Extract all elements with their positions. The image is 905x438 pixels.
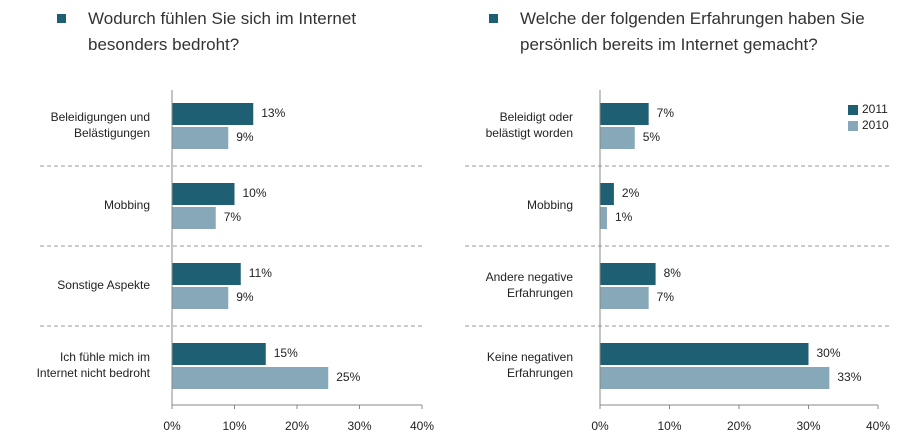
bar bbox=[600, 183, 614, 205]
bar bbox=[172, 103, 254, 125]
bar bbox=[600, 103, 649, 125]
x-tick-label: 10% bbox=[657, 419, 681, 433]
category-label: Mobbing bbox=[104, 198, 150, 212]
value-label: 2% bbox=[622, 186, 640, 200]
chart-title: Wodurch fühlen Sie sich im Internet beso… bbox=[88, 9, 357, 54]
bar bbox=[172, 287, 229, 309]
x-tick-label: 0% bbox=[591, 419, 609, 433]
legend-swatch bbox=[848, 105, 858, 115]
value-label: 10% bbox=[243, 186, 267, 200]
category-label: Mobbing bbox=[527, 198, 573, 212]
bar bbox=[172, 263, 241, 285]
bar bbox=[172, 183, 235, 205]
legend-label: 2010 bbox=[862, 118, 889, 132]
value-label: 13% bbox=[261, 106, 285, 120]
bar bbox=[172, 343, 266, 365]
bar bbox=[600, 367, 830, 389]
x-tick-label: 40% bbox=[866, 419, 890, 433]
category-label: Erfahrungen bbox=[507, 286, 573, 300]
x-tick-label: 20% bbox=[727, 419, 751, 433]
category-label: Internet nicht bedroht bbox=[37, 366, 151, 380]
bar bbox=[600, 127, 635, 149]
x-tick-label: 40% bbox=[410, 419, 434, 433]
bar bbox=[600, 287, 649, 309]
legend-label: 2011 bbox=[862, 102, 888, 116]
bar bbox=[172, 367, 329, 389]
category-label: Keine negativen bbox=[487, 350, 573, 364]
bar bbox=[600, 207, 607, 229]
value-label: 30% bbox=[817, 346, 841, 360]
value-label: 8% bbox=[664, 266, 682, 280]
category-label: belästigt worden bbox=[486, 126, 573, 140]
category-label: Belästigungen bbox=[74, 126, 150, 140]
legend-swatch bbox=[848, 121, 858, 131]
value-label: 9% bbox=[236, 290, 254, 304]
category-label: Andere negative bbox=[486, 270, 574, 284]
category-label: Ich fühle mich im bbox=[60, 350, 150, 364]
value-label: 7% bbox=[224, 210, 242, 224]
x-tick-label: 30% bbox=[347, 419, 371, 433]
title-bullet bbox=[57, 14, 66, 23]
value-label: 7% bbox=[657, 290, 675, 304]
value-label: 33% bbox=[837, 370, 861, 384]
category-label: Sonstige Aspekte bbox=[57, 278, 150, 292]
value-label: 11% bbox=[249, 266, 272, 280]
value-label: 9% bbox=[236, 130, 254, 144]
bar bbox=[172, 127, 229, 149]
x-tick-label: 0% bbox=[163, 419, 181, 433]
value-label: 1% bbox=[615, 210, 633, 224]
category-label: Beleidigungen und bbox=[51, 110, 150, 124]
value-label: 15% bbox=[274, 346, 298, 360]
title-bullet bbox=[489, 14, 498, 23]
bar bbox=[600, 263, 656, 285]
x-tick-label: 20% bbox=[285, 419, 309, 433]
bar bbox=[600, 343, 809, 365]
bar bbox=[172, 207, 216, 229]
value-label: 7% bbox=[657, 106, 675, 120]
value-label: 25% bbox=[336, 370, 360, 384]
x-tick-label: 30% bbox=[796, 419, 820, 433]
category-label: Beleidigt oder bbox=[500, 110, 573, 124]
x-tick-label: 10% bbox=[222, 419, 246, 433]
value-label: 5% bbox=[643, 130, 661, 144]
category-label: Erfahrungen bbox=[507, 366, 573, 380]
chart-title: Welche der folgenden Erfahrungen haben S… bbox=[520, 9, 865, 54]
